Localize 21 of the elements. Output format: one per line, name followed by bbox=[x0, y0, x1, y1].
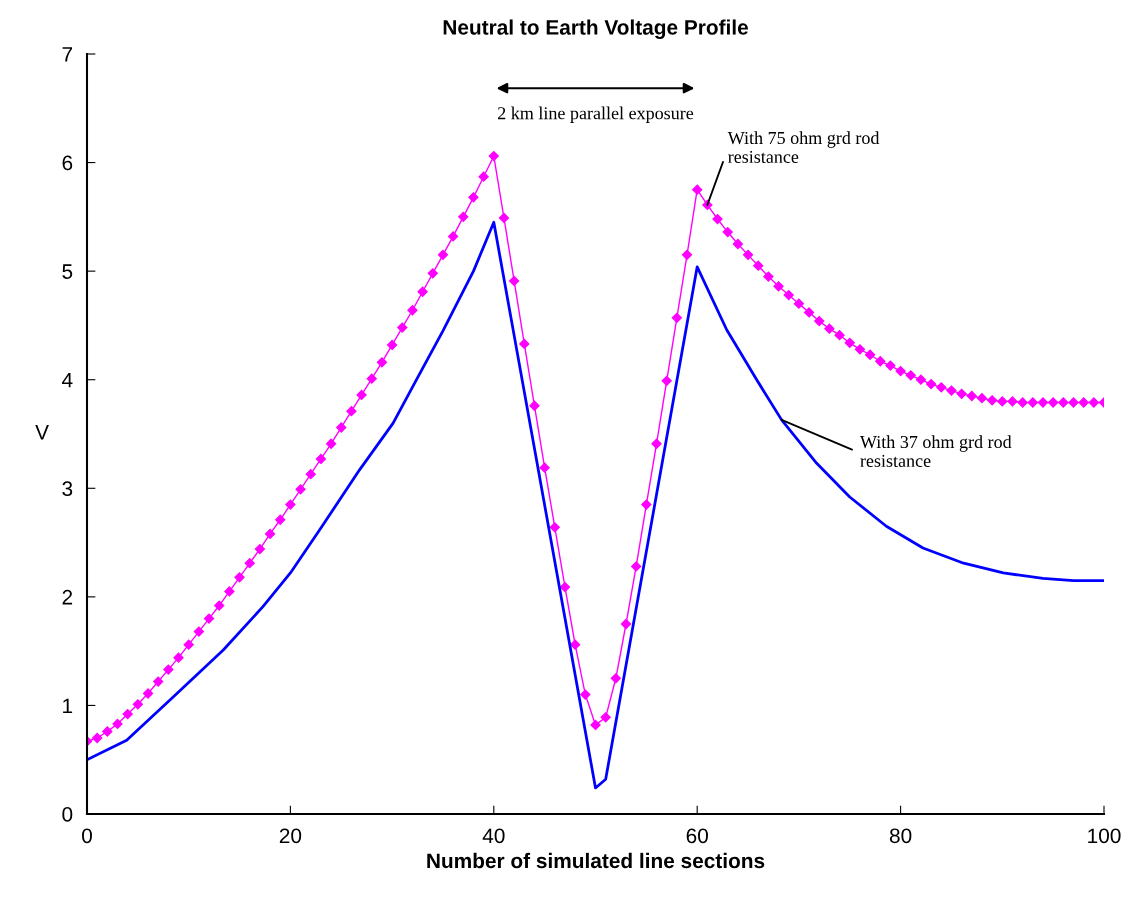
text: With 75 ohm grd rod resistance bbox=[727, 131, 880, 163]
x-tick-label: 100 bbox=[1088, 828, 1121, 844]
y-tick-label: 4 bbox=[62, 372, 73, 388]
y-tick-label: 6 bbox=[62, 155, 73, 171]
x-tick-label: 80 bbox=[889, 828, 912, 844]
x-tick-label: 40 bbox=[482, 828, 505, 844]
x-tick-label: 20 bbox=[279, 828, 302, 844]
line-series bbox=[87, 220, 1104, 790]
x-axis-title: Number of simulated line sections bbox=[427, 852, 765, 869]
y-tick-label: 5 bbox=[62, 264, 73, 279]
y-tick-label: 0 bbox=[62, 807, 73, 822]
y-tick-label: 1 bbox=[63, 698, 73, 713]
y-axis-title: V bbox=[35, 425, 49, 440]
series-label: With 37 ohm grd rod resistance bbox=[859, 435, 1012, 467]
x-tick-label: 0 bbox=[82, 828, 92, 844]
annotation: 2 km line parallel exposure bbox=[498, 106, 694, 123]
chart-title: Neutral to Earth Voltage Profile bbox=[443, 19, 748, 39]
x-tick-label: 60 bbox=[686, 828, 708, 844]
y-tick-label: 3 bbox=[62, 481, 73, 497]
y-tick-label: 7 bbox=[62, 47, 73, 62]
y-tick-label: 2 bbox=[62, 589, 73, 605]
